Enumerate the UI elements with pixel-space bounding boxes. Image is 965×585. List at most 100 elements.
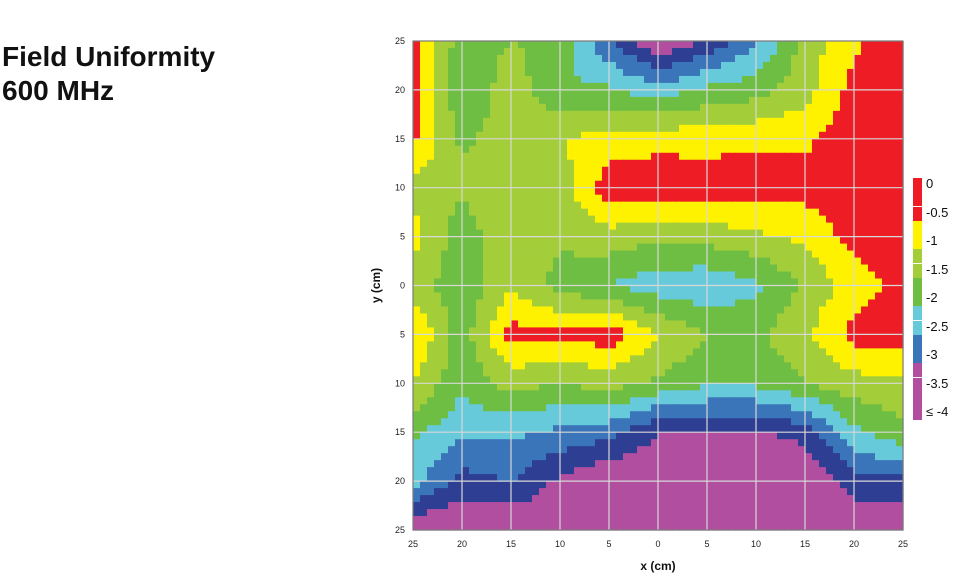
heatmap-cell	[420, 355, 428, 363]
heatmap-cell	[441, 278, 449, 287]
heatmap-cell	[714, 75, 722, 84]
heatmap-cell	[798, 320, 806, 329]
heatmap-cell	[644, 446, 652, 454]
heatmap-cell	[490, 285, 498, 294]
heatmap-cell	[511, 397, 519, 405]
heatmap-cell	[651, 404, 659, 412]
heatmap-cell	[567, 411, 575, 419]
heatmap-cell	[630, 166, 638, 175]
heatmap-cell	[476, 243, 484, 252]
heatmap-cell	[714, 152, 722, 161]
heatmap-cell	[448, 243, 456, 252]
heatmap-cell	[658, 145, 666, 154]
heatmap-cell	[441, 89, 449, 98]
heatmap-cell	[511, 173, 519, 182]
heatmap-cell	[672, 117, 680, 126]
heatmap-cell	[854, 306, 862, 315]
heatmap-cell	[707, 306, 715, 315]
heatmap-cell	[616, 348, 624, 356]
heatmap-cell	[833, 68, 841, 77]
heatmap-cell	[721, 47, 729, 56]
heatmap-cell	[861, 341, 869, 349]
heatmap-cell	[896, 271, 904, 280]
heatmap-cell	[455, 306, 463, 315]
heatmap-cell	[483, 376, 491, 384]
heatmap-cell	[770, 425, 778, 433]
heatmap-cell	[518, 502, 526, 510]
heatmap-cell	[637, 215, 645, 224]
heatmap-cell	[784, 481, 792, 489]
heatmap-cell	[763, 166, 771, 175]
heatmap-cell	[651, 292, 659, 301]
heatmap-cell	[644, 481, 652, 489]
heatmap-cell	[427, 124, 435, 133]
heatmap-cell	[448, 348, 456, 356]
heatmap-cell	[749, 418, 757, 426]
heatmap-cell	[483, 425, 491, 433]
heatmap-cell	[882, 229, 890, 238]
heatmap-cell	[518, 41, 526, 49]
heatmap-cell	[679, 320, 687, 329]
heatmap-cell	[805, 383, 813, 391]
heatmap-cell	[595, 509, 603, 517]
heatmap-cell	[840, 47, 848, 56]
heatmap-cell	[833, 271, 841, 280]
heatmap-cell	[693, 285, 701, 294]
heatmap-cell	[749, 47, 757, 56]
heatmap-cell	[434, 236, 442, 245]
heatmap-cell	[847, 481, 855, 489]
heatmap-cell	[693, 432, 701, 440]
heatmap-cell	[826, 369, 834, 377]
heatmap-cell	[567, 502, 575, 510]
heatmap-cell	[833, 61, 841, 70]
heatmap-cell	[896, 47, 904, 56]
heatmap-cell	[455, 166, 463, 175]
heatmap-cell	[441, 432, 449, 440]
heatmap-cell	[588, 362, 596, 370]
heatmap-cell	[560, 369, 568, 377]
heatmap-cell	[672, 138, 680, 147]
heatmap-cell	[693, 103, 701, 112]
heatmap-cell	[819, 152, 827, 161]
heatmap-cell	[686, 222, 694, 231]
heatmap-cell	[714, 292, 722, 301]
heatmap-cell	[707, 376, 715, 384]
heatmap-cell	[546, 446, 554, 454]
heatmap-cell	[847, 236, 855, 245]
heatmap-cell	[658, 355, 666, 363]
heatmap-cell	[728, 383, 736, 391]
heatmap-cell	[560, 411, 568, 419]
heatmap-cell	[868, 425, 876, 433]
heatmap-cell	[539, 201, 547, 210]
heatmap-cell	[455, 432, 463, 440]
heatmap-cell	[679, 236, 687, 245]
heatmap-cell	[714, 467, 722, 475]
heatmap-cell	[658, 257, 666, 266]
heatmap-cell	[805, 495, 813, 503]
heatmap-cell	[875, 292, 883, 301]
heatmap-cell	[546, 467, 554, 475]
heatmap-cell	[616, 376, 624, 384]
heatmap-cell	[812, 75, 820, 84]
heatmap-cell	[637, 509, 645, 517]
heatmap-cell	[658, 47, 666, 56]
heatmap-cell	[574, 355, 582, 363]
heatmap-cell	[532, 523, 540, 531]
heatmap-cell	[812, 110, 820, 119]
heatmap-cell	[728, 103, 736, 112]
heatmap-cell	[511, 418, 519, 426]
heatmap-cell	[728, 222, 736, 231]
heatmap-cell	[476, 257, 484, 266]
heatmap-cell	[448, 54, 456, 63]
heatmap-cell	[693, 348, 701, 356]
heatmap-cell	[770, 278, 778, 287]
heatmap-cell	[616, 250, 624, 259]
heatmap-cell	[875, 180, 883, 189]
heatmap-cell	[840, 173, 848, 182]
heatmap-cell	[875, 222, 883, 231]
heatmap-cell	[567, 236, 575, 245]
heatmap-cell	[434, 299, 442, 308]
heatmap-cell	[511, 117, 519, 126]
heatmap-cell	[868, 474, 876, 482]
heatmap-cell	[861, 292, 869, 301]
